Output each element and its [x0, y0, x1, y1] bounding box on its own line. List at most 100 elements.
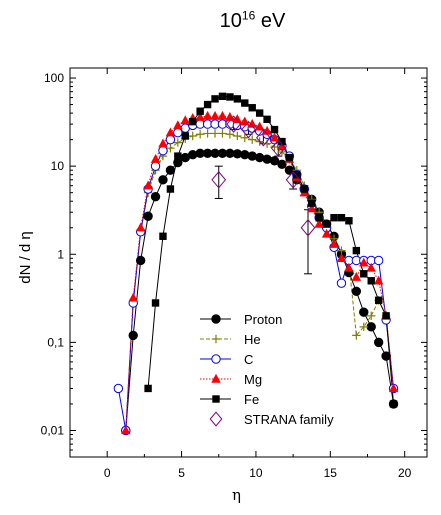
data-point-strana-family — [300, 218, 316, 237]
data-point-c — [150, 161, 161, 171]
data-point-he — [352, 331, 361, 340]
legend-label-fe: Fe — [244, 392, 259, 407]
data-point-he — [166, 143, 175, 153]
data-point-proton — [135, 255, 146, 266]
y-tick-label: 10 — [51, 159, 65, 173]
data-point-mg — [254, 121, 265, 131]
data-point-he — [367, 311, 376, 321]
x-axis-label: η — [232, 486, 241, 504]
data-point-fe — [218, 92, 227, 101]
chart-title: 1016 eV — [0, 8, 441, 33]
data-point-mg — [225, 111, 235, 121]
x-tick-label: 15 — [324, 466, 338, 480]
data-point-strana-family — [285, 171, 301, 189]
markers-layer — [113, 92, 399, 436]
data-point-fe — [181, 132, 189, 140]
data-point-proton — [247, 151, 257, 161]
data-point-fe — [345, 217, 353, 225]
data-point-he — [203, 129, 212, 138]
legend-label-proton: Proton — [244, 312, 282, 327]
labels-layer: 0 5 10 15 20 0,01 0,1 1 10 100 η dN / d η — [17, 71, 412, 504]
data-point-mg — [269, 132, 280, 142]
legend-marker-he — [211, 334, 221, 344]
data-point-mg — [143, 180, 153, 190]
data-point-fe — [352, 246, 361, 255]
chart-title-base: 10 — [219, 9, 242, 32]
x-tick-label: 20 — [398, 466, 412, 480]
data-point-c — [158, 145, 168, 156]
data-point-mg — [373, 275, 384, 285]
legend-label-mg: Mg — [244, 372, 262, 387]
plot-frame-layer — [69, 67, 428, 458]
legend-marker-proton — [211, 314, 221, 324]
data-point-fe — [308, 199, 316, 207]
data-point-fe — [203, 100, 212, 109]
data-point-fe — [285, 153, 294, 162]
data-point-fe — [322, 220, 331, 228]
y-tick-label: 0,1 — [47, 335, 64, 349]
data-point-proton — [351, 286, 362, 296]
chart-title-unit: eV — [255, 9, 286, 32]
data-point-proton — [143, 211, 153, 221]
data-point-proton — [373, 337, 384, 348]
data-point-mg — [165, 127, 176, 137]
data-point-fe — [367, 277, 375, 285]
legend-marker-fe — [212, 395, 220, 403]
data-point-fe — [270, 125, 279, 134]
data-point-fe — [248, 104, 256, 112]
data-point-proton — [188, 149, 198, 160]
data-point-c — [173, 127, 183, 138]
data-point-mg — [247, 118, 257, 128]
legend-marker-strana-family — [209, 411, 223, 427]
data-point-he — [240, 133, 249, 142]
data-point-fe — [189, 117, 197, 126]
data-point-he — [188, 131, 197, 141]
data-point-mg — [329, 239, 339, 248]
data-point-mg — [344, 262, 354, 272]
data-point-he — [233, 131, 242, 141]
data-point-mg — [351, 271, 362, 281]
data-point-proton — [128, 330, 138, 341]
data-point-he — [225, 130, 235, 139]
data-point-fe — [300, 185, 308, 193]
legend-label-strana-family: STRANA family — [244, 412, 334, 427]
data-point-mg — [180, 115, 190, 125]
data-point-fe — [151, 299, 160, 307]
data-point-mg — [314, 218, 324, 228]
x-tick-label: 10 — [249, 466, 263, 480]
data-point-mg — [307, 203, 317, 213]
data-point-mg — [135, 222, 146, 232]
data-point-proton — [165, 165, 176, 175]
x-tick-label: 0 — [104, 466, 111, 480]
data-point-he — [218, 129, 227, 138]
y-tick-label: 0,01 — [41, 423, 65, 437]
data-point-proton — [269, 156, 280, 166]
data-point-mg — [195, 111, 205, 121]
data-point-mg — [336, 253, 347, 262]
legend-label-c: C — [244, 352, 253, 367]
data-point-mg — [217, 110, 228, 120]
data-point-fe — [144, 384, 152, 393]
y-tick-label: 1 — [57, 247, 64, 261]
data-point-fe — [278, 137, 286, 146]
data-point-proton — [277, 159, 287, 169]
data-point-mg — [321, 228, 332, 238]
y-axis-label: dN / d η — [17, 231, 34, 284]
data-point-mg — [173, 120, 183, 130]
data-point-fe — [337, 213, 346, 222]
data-point-c — [373, 255, 384, 266]
data-point-proton — [381, 351, 391, 361]
data-point-mg — [150, 153, 161, 163]
data-point-proton — [240, 149, 250, 160]
data-point-mg — [359, 257, 369, 267]
data-point-mg — [240, 116, 250, 126]
data-point-mg — [388, 383, 399, 393]
data-point-fe — [166, 185, 175, 193]
data-point-mg — [121, 425, 131, 435]
data-point-fe — [360, 270, 368, 278]
data-point-proton — [150, 192, 161, 202]
data-point-strana-family — [226, 115, 241, 133]
legend-label-he: He — [244, 332, 261, 347]
data-point-mg — [262, 125, 272, 135]
